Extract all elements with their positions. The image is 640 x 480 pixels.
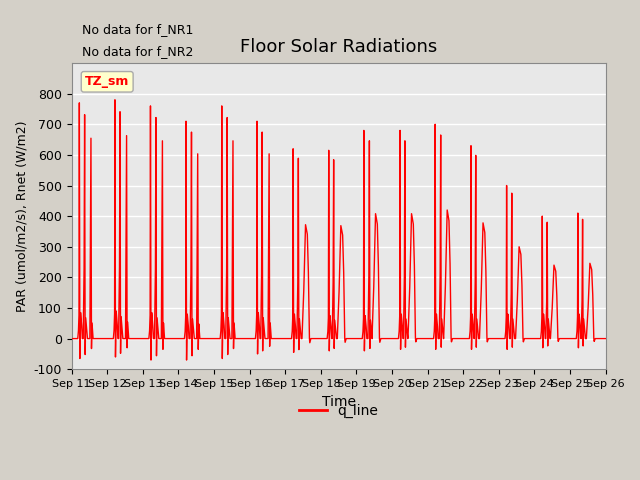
- Y-axis label: PAR (umol/m2/s), Rnet (W/m2): PAR (umol/m2/s), Rnet (W/m2): [15, 120, 28, 312]
- Text: No data for f_NR1: No data for f_NR1: [83, 23, 194, 36]
- Text: No data for f_NR2: No data for f_NR2: [83, 45, 194, 58]
- Title: Floor Solar Radiations: Floor Solar Radiations: [240, 38, 437, 56]
- X-axis label: Time: Time: [322, 395, 356, 408]
- Text: TZ_sm: TZ_sm: [85, 75, 129, 88]
- Legend: q_line: q_line: [293, 398, 384, 423]
